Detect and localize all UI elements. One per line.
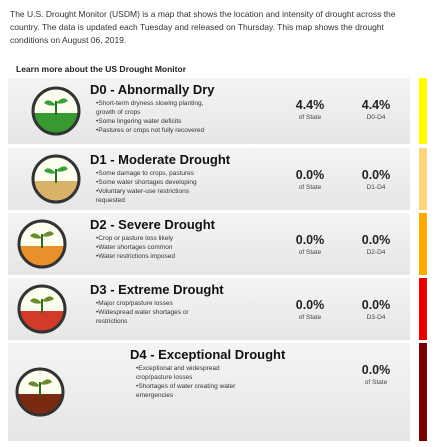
bullet: •Widespread water shortages or restricti… xyxy=(96,309,189,325)
learn-more-link[interactable]: Learn more about the US Drought Monitor xyxy=(16,64,186,74)
level-title: D3 - Extreme Drought xyxy=(90,282,224,297)
level-color-bar xyxy=(419,213,427,275)
intro-text: The U.S. Drought Monitor (USDM) is a map… xyxy=(10,9,396,45)
stat-label: D1-D4 xyxy=(366,184,386,191)
level-row: D1 - Moderate Drought •Some damage to cro… xyxy=(8,148,410,210)
bullet: •Crop or pasture loss likely xyxy=(96,235,174,242)
bullet: •Voluntary water-use restrictions reques… xyxy=(96,188,189,204)
bullet: •Water shortages common xyxy=(96,244,173,251)
bullet: •Some water shortages developing xyxy=(96,179,197,186)
level-row: D0 - Abnormally Dry •Short-term dryness s… xyxy=(8,78,410,144)
stat-value: 4.4% xyxy=(361,98,391,112)
level-title: D4 - Exceptional Drought xyxy=(130,347,286,362)
bullet: •Some damage to crops, pastures xyxy=(96,170,195,177)
stat-label: of State xyxy=(298,114,322,121)
stat-value: 0.0% xyxy=(361,168,391,182)
stat-label: D0-D4 xyxy=(366,114,386,121)
stat-value: 4.4% xyxy=(295,98,325,112)
level-color-bar xyxy=(419,148,427,210)
drought-icon xyxy=(17,219,67,269)
stat-value: 0.0% xyxy=(295,168,325,182)
stat-label: of State xyxy=(298,249,322,256)
level-row: D4 - Exceptional Drought •Exceptional and… xyxy=(8,343,410,441)
bullet: •Water restrictions imposed xyxy=(96,253,175,260)
stat-label: of State xyxy=(298,314,322,321)
level-row: D2 - Severe Drought •Crop or pasture loss… xyxy=(8,213,410,275)
stat-label: D3-D4 xyxy=(366,314,386,321)
bullet: •Pastures or crops not fully recovered xyxy=(96,127,205,134)
drought-icon xyxy=(15,367,65,417)
bullet-list: •Exceptional and widespread crop/pasture… xyxy=(136,364,256,400)
bullet: •Major crop/pasture losses xyxy=(96,300,173,307)
stat-value: 0.0% xyxy=(295,298,325,312)
drought-icon xyxy=(31,154,81,204)
bullet: •Shortages of water creating water emerg… xyxy=(136,383,236,399)
bullet-list: •Major crop/pasture losses •Widespread wa… xyxy=(96,299,216,326)
stat-value: 0.0% xyxy=(361,233,391,247)
stat-label: D2-D4 xyxy=(366,249,386,256)
level-color-bar xyxy=(419,343,427,441)
level-title: D0 - Abnormally Dry xyxy=(90,82,215,97)
drought-icon xyxy=(17,284,67,334)
level-color-bar xyxy=(419,78,427,144)
bullet: •Some lingering water deficits xyxy=(96,118,182,125)
stat-label: of State xyxy=(298,184,322,191)
level-title: D1 - Moderate Drought xyxy=(90,152,231,167)
stat-value: 0.0% xyxy=(361,298,391,312)
stat-value: 0.0% xyxy=(295,233,325,247)
drought-icon xyxy=(31,86,81,136)
level-color-bar xyxy=(419,278,427,340)
stat-label: of State xyxy=(364,379,388,386)
level-title: D2 - Severe Drought xyxy=(90,217,215,232)
bullet: •Short-term dryness slowing planting, gr… xyxy=(96,100,204,116)
bullet-list: •Short-term dryness slowing planting, gr… xyxy=(96,99,216,135)
stat-value: 0.0% xyxy=(361,363,391,377)
level-row: D3 - Extreme Drought •Major crop/pasture … xyxy=(8,278,410,340)
bullet: •Exceptional and widespread crop/pasture… xyxy=(136,365,220,381)
bullet-list: •Crop or pasture loss likely •Water short… xyxy=(96,234,216,261)
bullet-list: •Some damage to crops, pastures •Some wat… xyxy=(96,169,216,205)
